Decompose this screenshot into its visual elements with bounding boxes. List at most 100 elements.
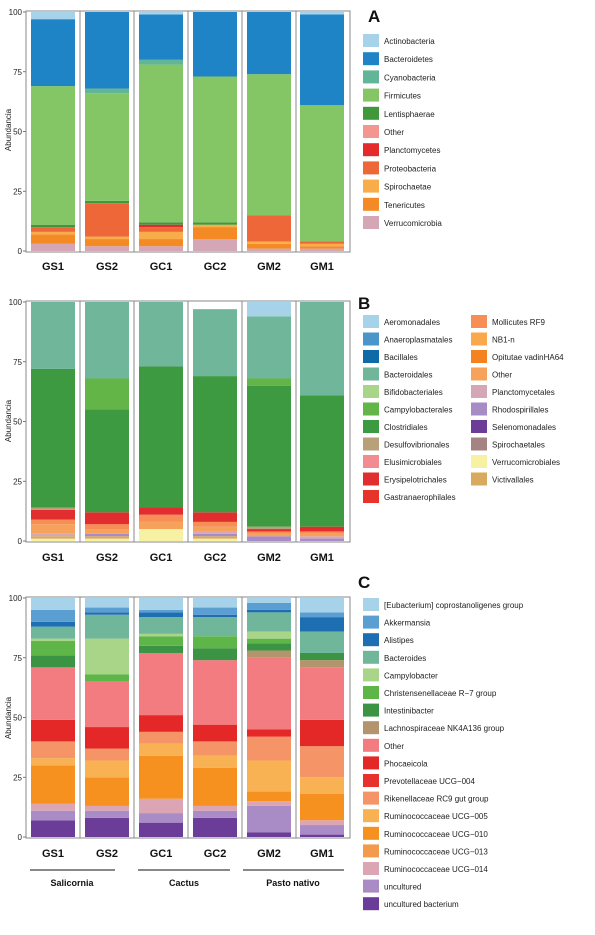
bar-segment-gc2-ruminococcaceae-ucg-010 (193, 767, 237, 806)
bar-segment-gm1-planctomycetales (300, 536, 344, 539)
bar-segment-gc1-christensenellaceae-r-7-group (139, 636, 183, 646)
xtick-label-gm2: GM2 (257, 552, 281, 564)
legend-label-firmicutes: Firmicutes (384, 92, 421, 101)
xtick-label-gs1: GS1 (42, 552, 64, 564)
bar-segment-gm1-eubacterium-coprostanoligenes-group (300, 598, 344, 613)
bar-segment-gs2-bacteroidales (85, 302, 129, 379)
bar-segment-gs1-lentisphaerae (31, 224, 75, 228)
bar-segment-gc1-bacteroidales (139, 302, 183, 367)
legend-label-verrucomicrobia: Verrucomicrobia (384, 219, 442, 228)
legend-label-rikenellaceae-rc9-gut-group: Rikenellaceae RC9 gut group (384, 795, 489, 804)
ytick-label: 0 (18, 833, 23, 842)
legend-swatch-ruminococcaceae-ucg-010 (363, 826, 379, 840)
xtick-label-gm1: GM1 (310, 552, 334, 564)
legend-swatch-actinobacteria (363, 34, 379, 47)
panel-b: B Abundancia 0 25 50 75 100 GS1 GS2 GC1 GC2 GM2 GM… (4, 294, 564, 564)
ytick-label: 25 (13, 477, 22, 486)
bar-segment-gm2-christensenellaceae-r-7-group (247, 638, 291, 644)
legend-swatch-nb1-n (471, 332, 487, 346)
panel-a: A Abundancia 0 25 50 75 100 GS1 GS2 GC1 GC2 GM2 GM… (4, 7, 442, 273)
bar-segment-gm1-uncultured-bacterium (300, 834, 344, 837)
legend-label-campylobacter: Campylobacter (384, 671, 438, 680)
bar-segment-gs1-uncultured (31, 810, 75, 821)
legend-label-christensenellaceae-r-7-group: Christensenellaceae R−7 group (384, 689, 497, 698)
bar-segment-gm2-mollicutes-rf9 (247, 531, 291, 534)
bar-segment-gc2-bacteroidetes (193, 12, 237, 77)
ytick-label: 100 (9, 298, 23, 307)
bar-segment-gs1-erysipelotrichales (31, 509, 75, 520)
ytick-label: 25 (13, 773, 22, 782)
ytick-label: 100 (9, 8, 23, 17)
bar-segment-gs1-phocaeicola (31, 719, 75, 742)
bar-segment-gm2-proteobacteria (247, 215, 291, 242)
legend-label-rhodospirillales: Rhodospirillales (492, 406, 548, 415)
bar-segment-gc1-verrucomicrobiales (139, 529, 183, 541)
legend-label-ruminococcaceae-ucg-010: Ruminococcaceae UCG−010 (384, 830, 488, 839)
bar-segment-gc2-rikenellaceae-rc9-gut-group (193, 741, 237, 756)
bar-segment-gs2-bacteroidetes (85, 12, 129, 89)
bar-segment-gs2-mollicutes-rf9 (85, 524, 129, 530)
bar-segment-gm1-intestinibacter (300, 652, 344, 661)
legend-label-lentisphaerae: Lentisphaerae (384, 110, 435, 119)
bar-segment-gc1-ruminococcaceae-ucg-005 (139, 743, 183, 756)
xtick-label-gm1: GM1 (310, 261, 334, 273)
bar-segment-gc1-uncultured-bacterium (139, 822, 183, 837)
bar-segment-gs1-bacteroidetes (31, 19, 75, 87)
legend-swatch-ruminococcaceae-ucg-005 (363, 809, 379, 823)
bar-segment-gm2-aeromonadales (247, 302, 291, 317)
bar-segment-gm2-ruminococcaceae-ucg-005 (247, 760, 291, 792)
bar-segment-gc2-christensenellaceae-r-7-group (193, 636, 237, 649)
bar-segment-gm1-bacteroidetes (300, 14, 344, 106)
legend-swatch-other (363, 125, 379, 138)
xtick-label-gc2: GC2 (204, 848, 227, 860)
bar-segment-gm2-ruminococcaceae-ucg-014 (247, 801, 291, 806)
bar-segment-gm2-verrucomicrobia (247, 248, 291, 251)
bar-segment-gc2-intestinibacter (193, 648, 237, 661)
bar-segment-gm2-uncultured (247, 805, 291, 833)
bar-segment-gc1-verrucomicrobia (139, 246, 183, 251)
legend-label-victivallales: Victivallales (492, 476, 534, 485)
bar-segment-gs1-rikenellaceae-rc9-gut-group (31, 741, 75, 759)
legend-swatch-firmicutes (363, 88, 379, 102)
legend-label-aeromonadales: Aeromonadales (384, 318, 440, 327)
bar-segment-gs2-verrucomicrobia (85, 246, 129, 251)
legend-swatch-bifidobacteriales (363, 385, 379, 398)
bar-segment-gs2-campylobacter (85, 638, 129, 675)
bar-segment-gc1-intestinibacter (139, 645, 183, 653)
bar-segment-gs2-lentisphaerae (85, 200, 129, 204)
bar-segment-gc1-ruminococcaceae-ucg-014 (139, 798, 183, 814)
legend-label-anaeroplasmatales: Anaeroplasmatales (384, 336, 452, 345)
bar-segment-gm2-tenericutes (247, 243, 291, 249)
bar-segment-gm2-bacteroidales (247, 316, 291, 379)
xtick-label-gs1: GS1 (42, 848, 64, 860)
bar-segment-gs1-desulfovibrionales (31, 507, 75, 510)
legend-label-verrucomicrobiales: Verrucomicrobiales (492, 458, 560, 467)
legend-swatch-intestinibacter (363, 703, 379, 717)
bar-segment-gs2-eubacterium-coprostanoligenes-group (85, 598, 129, 608)
legend-swatch-campylobacterales (363, 402, 379, 416)
legend-swatch-aeromonadales (363, 315, 379, 328)
bar-segment-gm1-uncultured (300, 825, 344, 835)
legend-label-mollicutes-rf9: Mollicutes RF9 (492, 318, 545, 327)
bar-segment-gs2-campylobacterales (85, 378, 129, 410)
legend-swatch-erysipelotrichales (363, 472, 379, 486)
ytick-label: 75 (13, 358, 22, 367)
bar-segment-gm1-alistipes (300, 617, 344, 632)
bar-segment-gs2-ruminococcaceae-ucg-010 (85, 777, 129, 806)
legend-swatch-rhodospirillales (471, 402, 487, 416)
bar-segment-gs1-verrucomicrobiales (31, 538, 75, 541)
bar-segment-gm1-ruminococcaceae-ucg-005 (300, 777, 344, 794)
ytick-label: 75 (13, 68, 22, 77)
bar-segment-gm1-lachnospiraceae-nk4a136-group (300, 660, 344, 668)
legend-swatch-prevotellaceae-ucg-004 (363, 774, 379, 787)
legend-label-intestinibacter: Intestinibacter (384, 707, 434, 716)
bar-segment-gc1-other (139, 652, 183, 716)
legend-swatch-lentisphaerae (363, 106, 379, 120)
group-label-cactus: Cactus (169, 878, 199, 888)
bar-segment-gs2-victivallales (85, 536, 129, 539)
bar-segment-gs2-rikenellaceae-rc9-gut-group (85, 748, 129, 761)
group-label-salicornia: Salicornia (50, 878, 94, 888)
bar-segment-gc2-firmicutes (193, 76, 237, 223)
legend-swatch-bacillales (363, 350, 379, 363)
